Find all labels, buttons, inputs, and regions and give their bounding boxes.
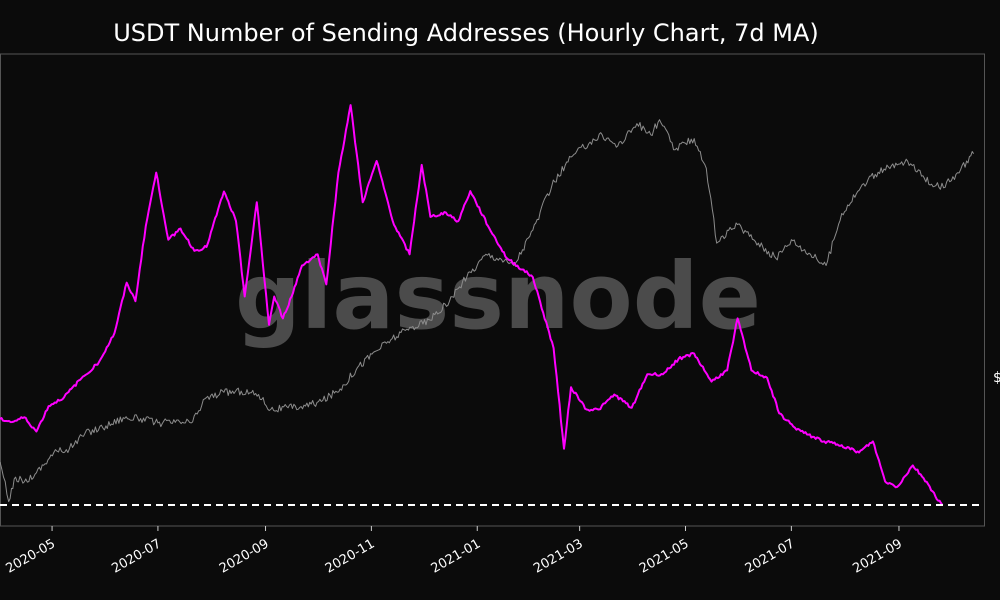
chart-title: USDT Number of Sending Addresses (Hourly…: [113, 19, 819, 47]
series-line-price: [0, 119, 975, 503]
right-axis-label: $: [993, 370, 1000, 386]
series-line-sending-addresses: [0, 104, 944, 506]
plot-frame: [0, 53, 985, 527]
series-layer: [0, 104, 975, 506]
watermark: glassnode: [235, 243, 761, 350]
